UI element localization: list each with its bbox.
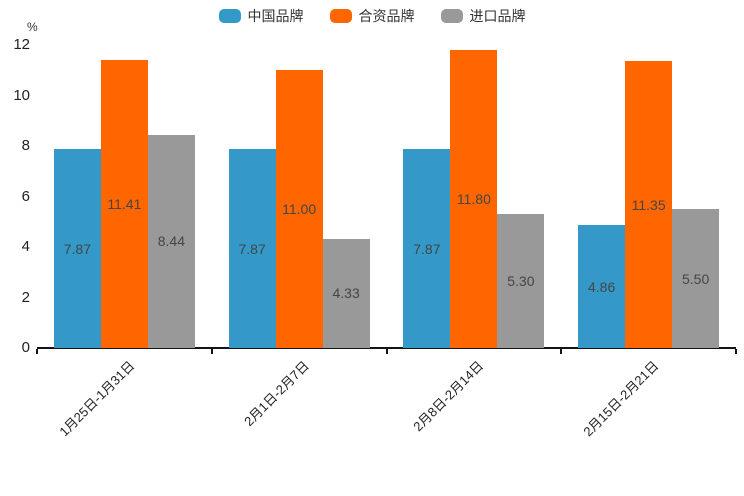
y-axis-tick-label: 2 xyxy=(21,288,30,306)
bar-value-label: 4.33 xyxy=(332,285,360,302)
bar-value-label: 11.00 xyxy=(282,201,317,218)
bar-value-label: 7.87 xyxy=(238,240,266,257)
bar-value-label: 7.87 xyxy=(63,240,91,257)
y-axis-tick-label: 8 xyxy=(21,137,30,154)
bar-value-label: 11.80 xyxy=(456,191,491,208)
bar-value-label: 4.86 xyxy=(588,278,616,295)
bar-joint-venture-brands-group2: 11.00 xyxy=(275,70,323,348)
legend-label: 合资品牌 xyxy=(358,8,415,24)
x-axis-tick-mark xyxy=(36,349,38,354)
bar-imported-brands-group4: 5.50 xyxy=(672,209,720,348)
legend-item-imported-brands[interactable]: 进口品牌 xyxy=(440,7,526,25)
x-axis-category-label: 2月15日-2月21日 xyxy=(580,358,662,440)
x-axis-category-label: 1月25日-1月31日 xyxy=(55,358,138,440)
bar-joint-venture-brands-group4: 11.35 xyxy=(625,61,673,348)
legend: 中国品牌 合资品牌 进口品牌 xyxy=(0,7,744,25)
y-axis-tick-label: 10 xyxy=(13,86,30,104)
legend-item-joint-venture-brands[interactable]: 合资品牌 xyxy=(329,7,415,25)
bar-china-brands-group4: 4.86 xyxy=(578,225,626,348)
y-axis-tick-label: 4 xyxy=(21,238,30,255)
bar-china-brands-group3: 7.87 xyxy=(403,149,451,348)
bar-joint-venture-brands-group3: 11.80 xyxy=(450,50,498,348)
bar-value-label: 5.50 xyxy=(682,270,710,287)
x-axis-tick-mark xyxy=(735,349,737,354)
bar-china-brands-group2: 7.87 xyxy=(228,149,276,348)
bar-value-label: 7.87 xyxy=(413,240,441,257)
y-axis-tick-label: 0 xyxy=(21,339,30,356)
bar-value-label: 11.41 xyxy=(107,195,142,212)
legend-swatch-icon xyxy=(218,9,241,23)
x-axis-tick-mark xyxy=(560,349,563,354)
bar-value-label: 11.35 xyxy=(631,196,666,213)
legend-label: 进口品牌 xyxy=(469,8,526,24)
x-axis-tick-mark xyxy=(210,349,213,354)
legend-item-china-brands[interactable]: 中国品牌 xyxy=(218,7,304,25)
y-axis-unit-label: % xyxy=(27,20,38,34)
bar-china-brands-group1: 7.87 xyxy=(53,149,101,348)
x-axis-category-label: 2月1日-2月7日 xyxy=(240,358,312,430)
legend-swatch-icon xyxy=(329,9,352,23)
bar-imported-brands-group2: 4.33 xyxy=(322,238,370,348)
bar-joint-venture-brands-group1: 11.41 xyxy=(100,59,148,348)
legend-swatch-icon xyxy=(440,9,463,23)
bar-imported-brands-group1: 8.44 xyxy=(147,134,195,348)
y-axis-tick-label: 12 xyxy=(13,36,30,53)
bar-imported-brands-group3: 5.30 xyxy=(497,214,545,348)
y-axis-tick-label: 6 xyxy=(21,187,30,205)
bar-value-label: 5.30 xyxy=(507,273,535,290)
x-axis-tick-mark xyxy=(385,349,388,354)
x-axis-line xyxy=(37,347,736,349)
legend-label: 中国品牌 xyxy=(247,8,304,24)
bar-value-label: 8.44 xyxy=(157,233,185,250)
x-axis-category-label: 2月8日-2月14日 xyxy=(410,358,487,435)
